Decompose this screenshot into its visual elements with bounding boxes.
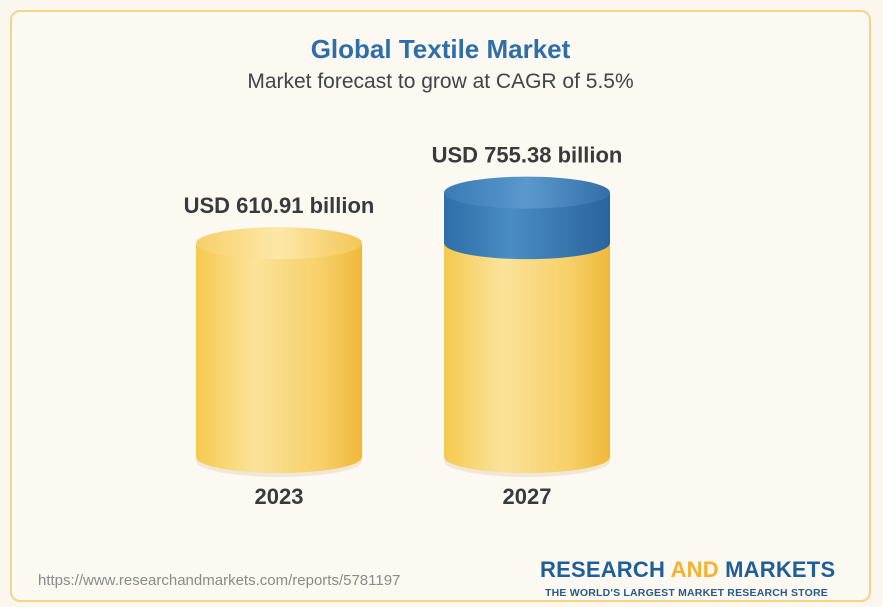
brand-word-research: RESEARCH bbox=[540, 557, 666, 582]
category-label-2023: 2023 bbox=[255, 484, 304, 509]
brand-word-and: AND bbox=[670, 557, 719, 582]
growth-segment-2027 bbox=[444, 192, 610, 260]
chart-subtitle: Market forecast to grow at CAGR of 5.5% bbox=[247, 70, 634, 93]
data-label-2027: USD 755.38 billion bbox=[432, 143, 623, 168]
cylinder-bar-2027 bbox=[444, 176, 610, 477]
chart-title: Global Textile Market bbox=[310, 34, 571, 64]
cylinder-bar-2023 bbox=[196, 227, 362, 477]
brand-logo: RESEARCH AND MARKETS bbox=[540, 557, 835, 583]
chart-area: USD 610.91 billion 2023 USD 755.38 billion… bbox=[184, 143, 623, 509]
brand-tagline: THE WORLD'S LARGEST MARKET RESEARCH STOR… bbox=[545, 587, 828, 599]
source-url[interactable]: https://www.researchandmarkets.com/repor… bbox=[38, 572, 401, 589]
brand-word-markets: MARKETS bbox=[725, 557, 836, 582]
category-label-2027: 2027 bbox=[503, 484, 552, 509]
infographic-card: Global Textile Market Market forecast to… bbox=[10, 10, 871, 602]
data-label-2023: USD 610.91 billion bbox=[184, 193, 375, 218]
